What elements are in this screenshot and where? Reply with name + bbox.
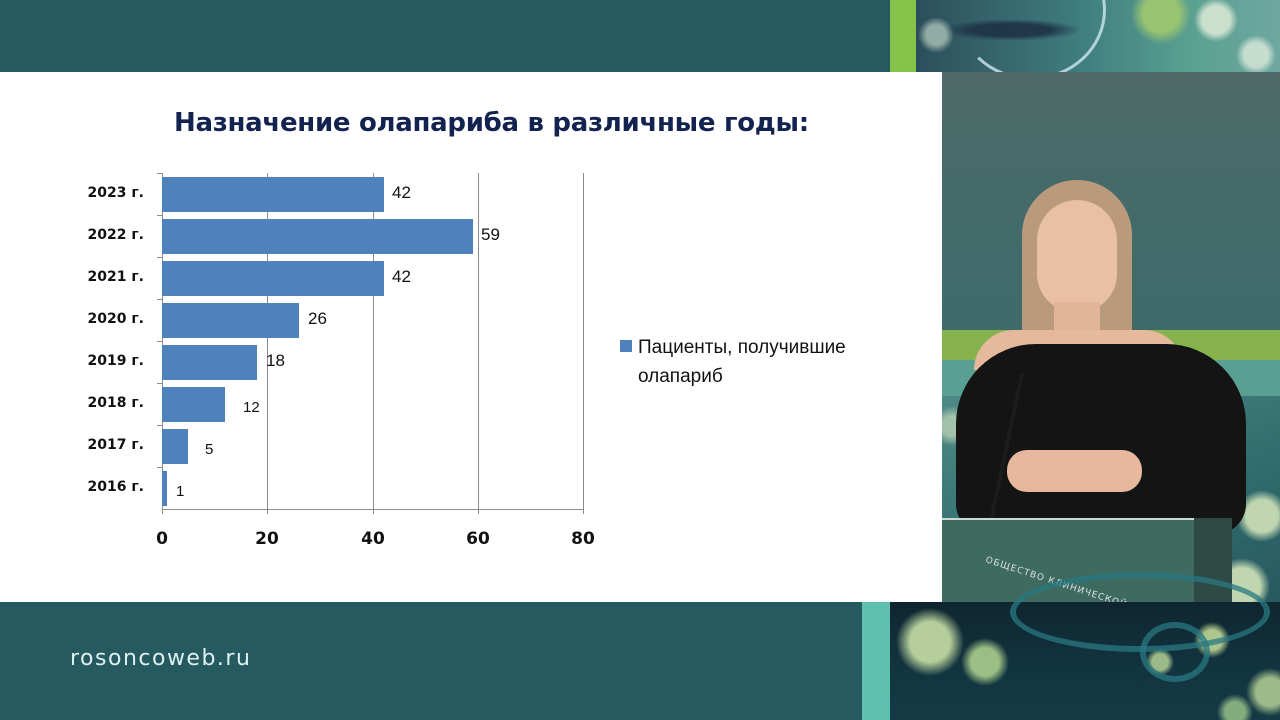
legend-label: Пациенты, получившие олапариб: [638, 337, 846, 387]
slide-title: Назначение олапариба в различные годы:: [174, 108, 809, 138]
top-accent-strip: [890, 0, 916, 72]
bar-row-2019: 2019 г. 18: [88, 341, 584, 383]
speaker-video: ОБЩЕСТВО КЛИНИЧЕСКОЙ: [942, 72, 1280, 602]
category-label: 2022 г.: [87, 227, 144, 243]
x-tick-label: 0: [156, 529, 168, 549]
bar-row-2017: 2017 г. 5: [88, 425, 584, 467]
category-label: 2017 г.: [87, 437, 144, 453]
category-label: 2020 г.: [87, 311, 144, 327]
bar-row-2023: 2023 г. 42: [88, 173, 584, 215]
presentation-slide: Назначение олапариба в различные годы:: [0, 72, 942, 602]
bar-2018: [162, 387, 225, 422]
value-label: 5: [205, 441, 214, 458]
bar-row-2020: 2020 г. 26: [88, 299, 584, 341]
site-url: rosoncoweb.ru: [70, 646, 252, 671]
category-label: 2023 г.: [87, 185, 144, 201]
x-tick-label: 40: [361, 529, 385, 549]
x-tick-label: 60: [466, 529, 490, 549]
category-label: 2021 г.: [87, 269, 144, 285]
bottom-decorative-image: [890, 572, 1280, 720]
bar-2017: [162, 429, 188, 464]
plot-area: 2023 г. 42 2022 г. 59 2021 г. 42 2020 г.…: [88, 173, 595, 549]
gridline-80: [583, 173, 584, 509]
bar-chart: 2023 г. 42 2022 г. 59 2021 г. 42 2020 г.…: [0, 72, 942, 602]
category-label: 2018 г.: [87, 395, 144, 411]
value-label: 26: [308, 309, 327, 328]
x-tick-label: 20: [255, 529, 279, 549]
value-label: 18: [266, 351, 285, 370]
value-label: 42: [392, 183, 411, 202]
bar-row-2021: 2021 г. 42: [88, 257, 584, 299]
gridline-60: [478, 173, 479, 509]
bar-row-2022: 2022 г. 59: [88, 215, 584, 257]
bar-2020: [162, 303, 299, 338]
top-decorative-image: [916, 0, 1280, 80]
bar-2021: [162, 261, 384, 296]
value-label: 1: [176, 483, 185, 500]
bottom-accent-strip: [862, 602, 890, 720]
bar-row-2018: 2018 г. 12: [88, 383, 584, 425]
bar-row-2016: 2016 г. 1: [88, 467, 584, 509]
value-label: 42: [392, 267, 411, 286]
x-tick-label: 80: [571, 529, 595, 549]
bar-2016: [162, 471, 167, 506]
bar-2023: [162, 177, 384, 212]
value-label: 59: [481, 225, 500, 244]
value-label: 12: [243, 399, 260, 416]
gridline-40: [373, 173, 374, 509]
legend-swatch-icon: [620, 340, 632, 352]
gridline-20: [267, 173, 268, 509]
category-label: 2016 г.: [87, 479, 144, 495]
y-axis: [162, 173, 163, 513]
category-label: 2019 г.: [87, 353, 144, 369]
bar-2022: [162, 219, 473, 254]
bar-2019: [162, 345, 257, 380]
